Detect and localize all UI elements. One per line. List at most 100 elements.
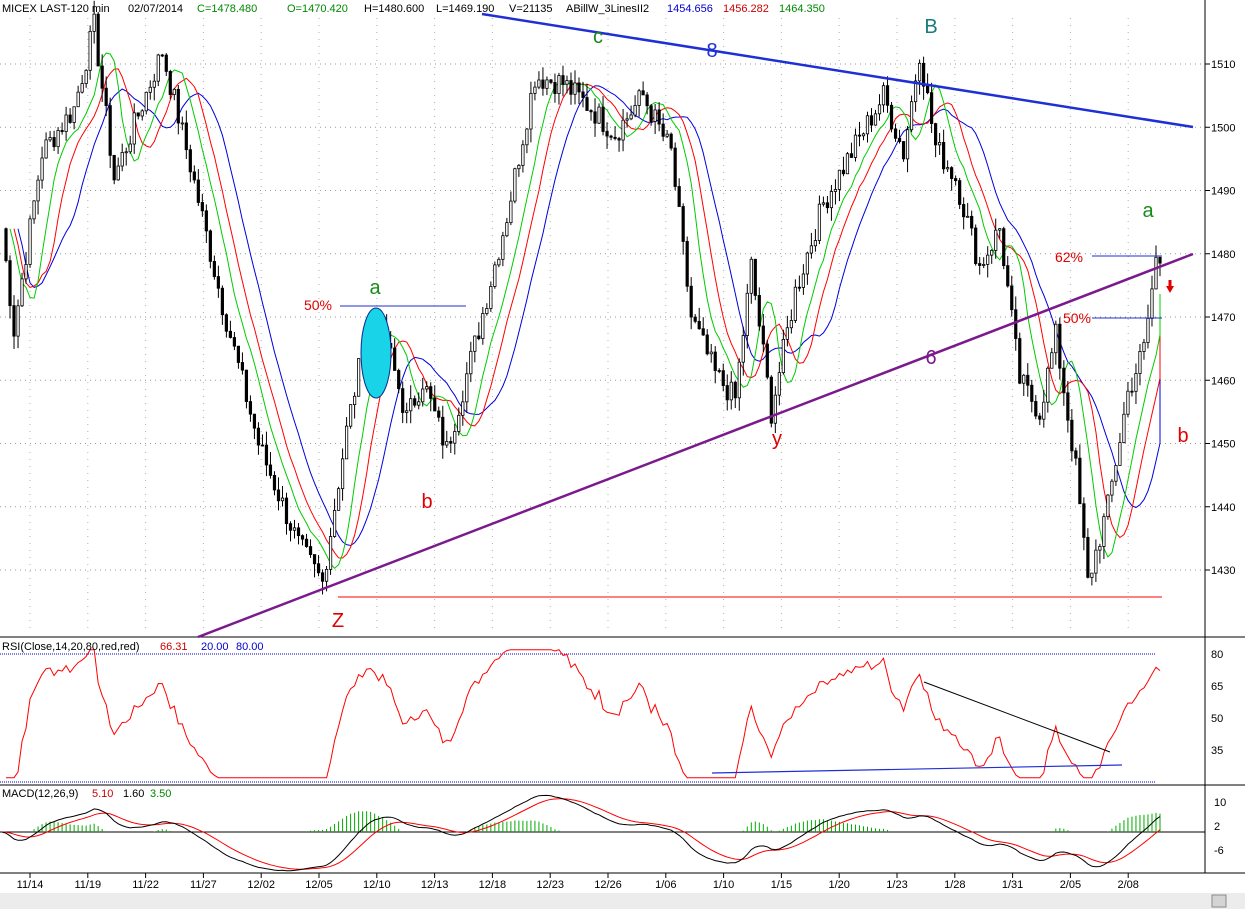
time-tick-label: 11/27	[190, 879, 217, 891]
macd-tick-label: 2	[1214, 821, 1220, 833]
lower-trend-line[interactable]	[197, 252, 1194, 639]
ma-green-line	[9, 52, 1161, 570]
price-bar-body	[777, 372, 781, 396]
price-bar-body	[557, 75, 561, 95]
wave-label-Z: Z	[332, 610, 344, 632]
price-bar-body	[28, 218, 32, 265]
time-tick-label: 12/02	[247, 879, 275, 891]
price-bar-body	[533, 86, 537, 94]
price-bar-body	[733, 381, 737, 399]
price-bar-body	[585, 97, 589, 111]
price-bar-body	[272, 474, 277, 491]
macd-histogram	[33, 811, 1161, 832]
price-bar-body	[497, 258, 501, 266]
header-ind-value-2: 1456.282	[723, 3, 769, 15]
price-bar-body	[461, 401, 465, 416]
price-bar-body	[441, 416, 445, 446]
price-tick-label: 1470	[1211, 312, 1235, 324]
time-tick-label: 1/31	[1002, 879, 1023, 891]
price-bar-body	[825, 202, 830, 209]
price-bar-body	[256, 427, 261, 446]
price-bar-body	[296, 527, 301, 537]
price-tick-label: 1500	[1211, 122, 1235, 134]
price-bar-body	[68, 114, 72, 123]
price-bar-body	[665, 133, 669, 137]
price-bar-body	[108, 105, 112, 156]
price-bar-body	[857, 134, 862, 137]
macd-header-v1: 5.10	[92, 788, 113, 800]
wave-label-a-right: a	[1142, 200, 1154, 222]
price-bar-body	[76, 91, 80, 108]
price-bar-body	[701, 328, 705, 336]
price-bar-body	[661, 123, 665, 137]
price-bar-body	[100, 65, 104, 89]
price-bar-body	[12, 305, 16, 337]
moving-average-red	[13, 68, 1161, 559]
price-axis: 1430 1440 1450 1460 1470 1480 1490 1500 1510	[1205, 59, 1235, 577]
wave-label-B: B	[924, 16, 937, 38]
price-tick-label: 1490	[1211, 186, 1235, 198]
price-bar-body	[248, 401, 253, 415]
time-tick-label: 1/15	[771, 879, 792, 891]
price-bar-body	[48, 137, 52, 141]
down-arrow-icon	[1166, 286, 1174, 293]
price-bar-body	[156, 54, 160, 82]
price-bar-body	[613, 136, 617, 139]
price-bar-body	[1058, 323, 1062, 369]
price-bar-body	[236, 345, 241, 363]
price-bar-body	[284, 497, 289, 525]
price-bar-body	[813, 240, 818, 247]
rsi-panel	[0, 649, 1161, 783]
price-bar-body	[1006, 265, 1010, 287]
price-bar-body	[837, 169, 842, 190]
price-bar-body	[505, 222, 509, 237]
price-bar-body	[357, 358, 361, 397]
price-bar-body	[1074, 450, 1078, 459]
price-bar-body	[601, 106, 605, 132]
price-bar-body	[737, 361, 741, 399]
macd-header-label: MACD(12,26,9)	[2, 788, 78, 800]
price-bar-body	[144, 91, 148, 112]
chart-header: MICEX LAST-120 min 02/07/2014 C=1478.480…	[2, 3, 825, 800]
price-bar-body	[781, 338, 785, 374]
price-bar-body	[597, 106, 601, 124]
price-bar-body	[1038, 415, 1042, 420]
price-bar-body	[938, 142, 942, 146]
price-bar-body	[513, 168, 517, 202]
price-bar-body	[529, 92, 533, 130]
price-tick-label: 1450	[1211, 439, 1235, 451]
wave-label-b-right: b	[1177, 425, 1188, 447]
price-bar-body	[300, 535, 305, 540]
price-bar-body	[946, 167, 950, 170]
price-bar-body	[593, 111, 597, 124]
price-bar-body	[545, 79, 549, 89]
price-bar-body	[749, 258, 753, 294]
price-bar-body	[96, 13, 100, 67]
price-bar-body	[1066, 392, 1070, 421]
price-bar-body	[966, 215, 970, 218]
price-bar-body	[785, 327, 789, 340]
price-bar-body	[697, 320, 701, 330]
price-bar-body	[1118, 442, 1122, 466]
price-bar-body	[833, 189, 838, 192]
header-indicator: ABillW_3LinesII2	[566, 3, 649, 15]
header-low: L=1469.190	[436, 3, 494, 15]
price-bar-body	[537, 79, 541, 88]
scrollbar-thumb[interactable]	[1211, 894, 1227, 908]
horizontal-scrollbar[interactable]	[0, 893, 1245, 909]
price-bar-body	[829, 191, 834, 209]
price-bar-body	[449, 441, 453, 444]
rsi-header-label: RSI(Close,14,20,80,red,red)	[2, 641, 140, 653]
price-bar-body	[877, 104, 882, 115]
price-bar-body	[921, 62, 926, 87]
price-bar-body	[1130, 390, 1134, 393]
rsi-trend-support	[711, 764, 1123, 774]
price-bar-body	[673, 147, 677, 187]
price-bar-body	[308, 546, 313, 555]
price-bar-body	[1018, 338, 1022, 384]
price-bar-body	[132, 112, 136, 145]
price-bar-body	[709, 351, 713, 355]
price-bar-body	[901, 141, 906, 160]
price-bar-body	[1054, 323, 1058, 354]
upper-trend-line[interactable]	[481, 12, 1194, 129]
